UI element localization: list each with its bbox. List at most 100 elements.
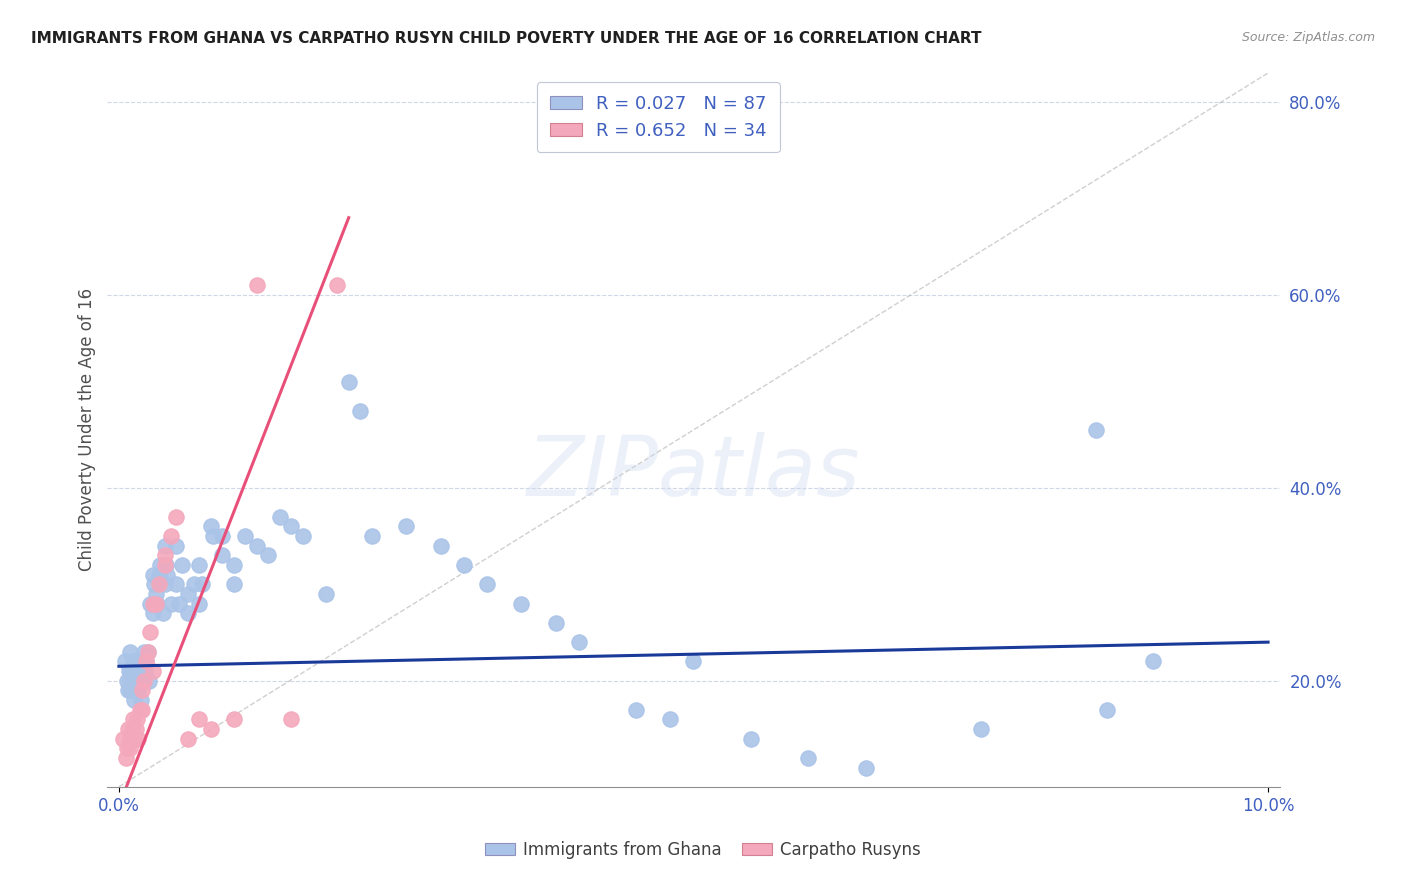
Point (159, 529, 181, 543)
Point (120, 741, 142, 756)
Point (124, 664, 146, 678)
Point (202, 529, 225, 543)
Point (211, 529, 233, 543)
Point (122, 673, 145, 688)
Point (183, 577, 205, 591)
Point (360, 529, 382, 543)
Point (115, 741, 138, 756)
Point (142, 664, 165, 678)
Point (152, 606, 174, 620)
Point (143, 577, 166, 591)
Point (156, 567, 179, 582)
Point (159, 597, 181, 611)
Point (257, 549, 280, 563)
Point (131, 664, 153, 678)
Point (1095, 703, 1118, 717)
Point (125, 655, 148, 669)
Point (142, 597, 165, 611)
Point (131, 703, 153, 717)
Point (165, 577, 187, 591)
Point (200, 519, 222, 533)
Point (188, 712, 211, 726)
Point (117, 683, 139, 698)
Point (246, 278, 269, 293)
Point (118, 664, 141, 678)
Point (125, 683, 148, 698)
Point (269, 509, 291, 524)
Point (122, 693, 145, 707)
Point (114, 751, 136, 765)
Point (153, 577, 176, 591)
Point (134, 664, 156, 678)
Point (188, 597, 211, 611)
Point (453, 558, 475, 572)
Point (475, 577, 498, 591)
Point (127, 673, 149, 688)
Point (177, 587, 200, 601)
Point (970, 722, 993, 736)
Point (165, 539, 187, 553)
Text: IMMIGRANTS FROM GHANA VS CARPATHO RUSYN CHILD POVERTY UNDER THE AGE OF 16 CORREL: IMMIGRANTS FROM GHANA VS CARPATHO RUSYN … (31, 31, 981, 46)
Point (155, 558, 177, 572)
Point (172, 558, 194, 572)
Point (134, 673, 156, 688)
Text: ZIPatlas: ZIPatlas (527, 433, 860, 513)
Point (129, 693, 152, 707)
Point (148, 567, 170, 582)
Point (510, 597, 533, 611)
Point (128, 703, 150, 717)
Point (142, 606, 165, 620)
Point (740, 731, 762, 746)
Point (429, 539, 451, 553)
Point (120, 731, 142, 746)
Point (315, 587, 337, 601)
Point (127, 664, 149, 678)
Point (222, 558, 245, 572)
Point (122, 731, 145, 746)
Point (136, 645, 159, 659)
Point (125, 722, 148, 736)
Point (682, 655, 704, 669)
Legend: Immigrants from Ghana, Carpatho Rusyns: Immigrants from Ghana, Carpatho Rusyns (478, 835, 928, 866)
Point (188, 558, 211, 572)
Point (127, 731, 149, 746)
Point (211, 549, 233, 563)
Point (135, 655, 157, 669)
Point (567, 635, 589, 649)
Point (200, 722, 222, 736)
Point (153, 549, 176, 563)
Point (349, 403, 371, 417)
Point (395, 519, 418, 533)
Point (139, 597, 162, 611)
Legend: R = 0.027   N = 87, R = 0.652   N = 34: R = 0.027 N = 87, R = 0.652 N = 34 (537, 82, 780, 153)
Point (134, 645, 156, 659)
Point (165, 509, 187, 524)
Point (120, 645, 142, 659)
Point (146, 597, 169, 611)
Point (1142, 655, 1164, 669)
Point (132, 655, 155, 669)
Point (136, 645, 159, 659)
Point (142, 567, 165, 582)
Point (145, 587, 167, 601)
Point (153, 558, 176, 572)
Point (222, 577, 245, 591)
Point (145, 597, 167, 611)
Point (280, 519, 302, 533)
Point (246, 539, 269, 553)
Text: Source: ZipAtlas.com: Source: ZipAtlas.com (1241, 31, 1375, 45)
Point (127, 683, 149, 698)
Point (148, 577, 170, 591)
Point (120, 683, 142, 698)
Point (149, 558, 172, 572)
Point (190, 577, 212, 591)
Point (121, 712, 143, 726)
Point (153, 539, 176, 553)
Point (127, 655, 149, 669)
Point (797, 751, 820, 765)
Point (177, 731, 200, 746)
Point (112, 731, 135, 746)
Point (855, 760, 877, 774)
Point (115, 673, 138, 688)
Point (127, 712, 149, 726)
